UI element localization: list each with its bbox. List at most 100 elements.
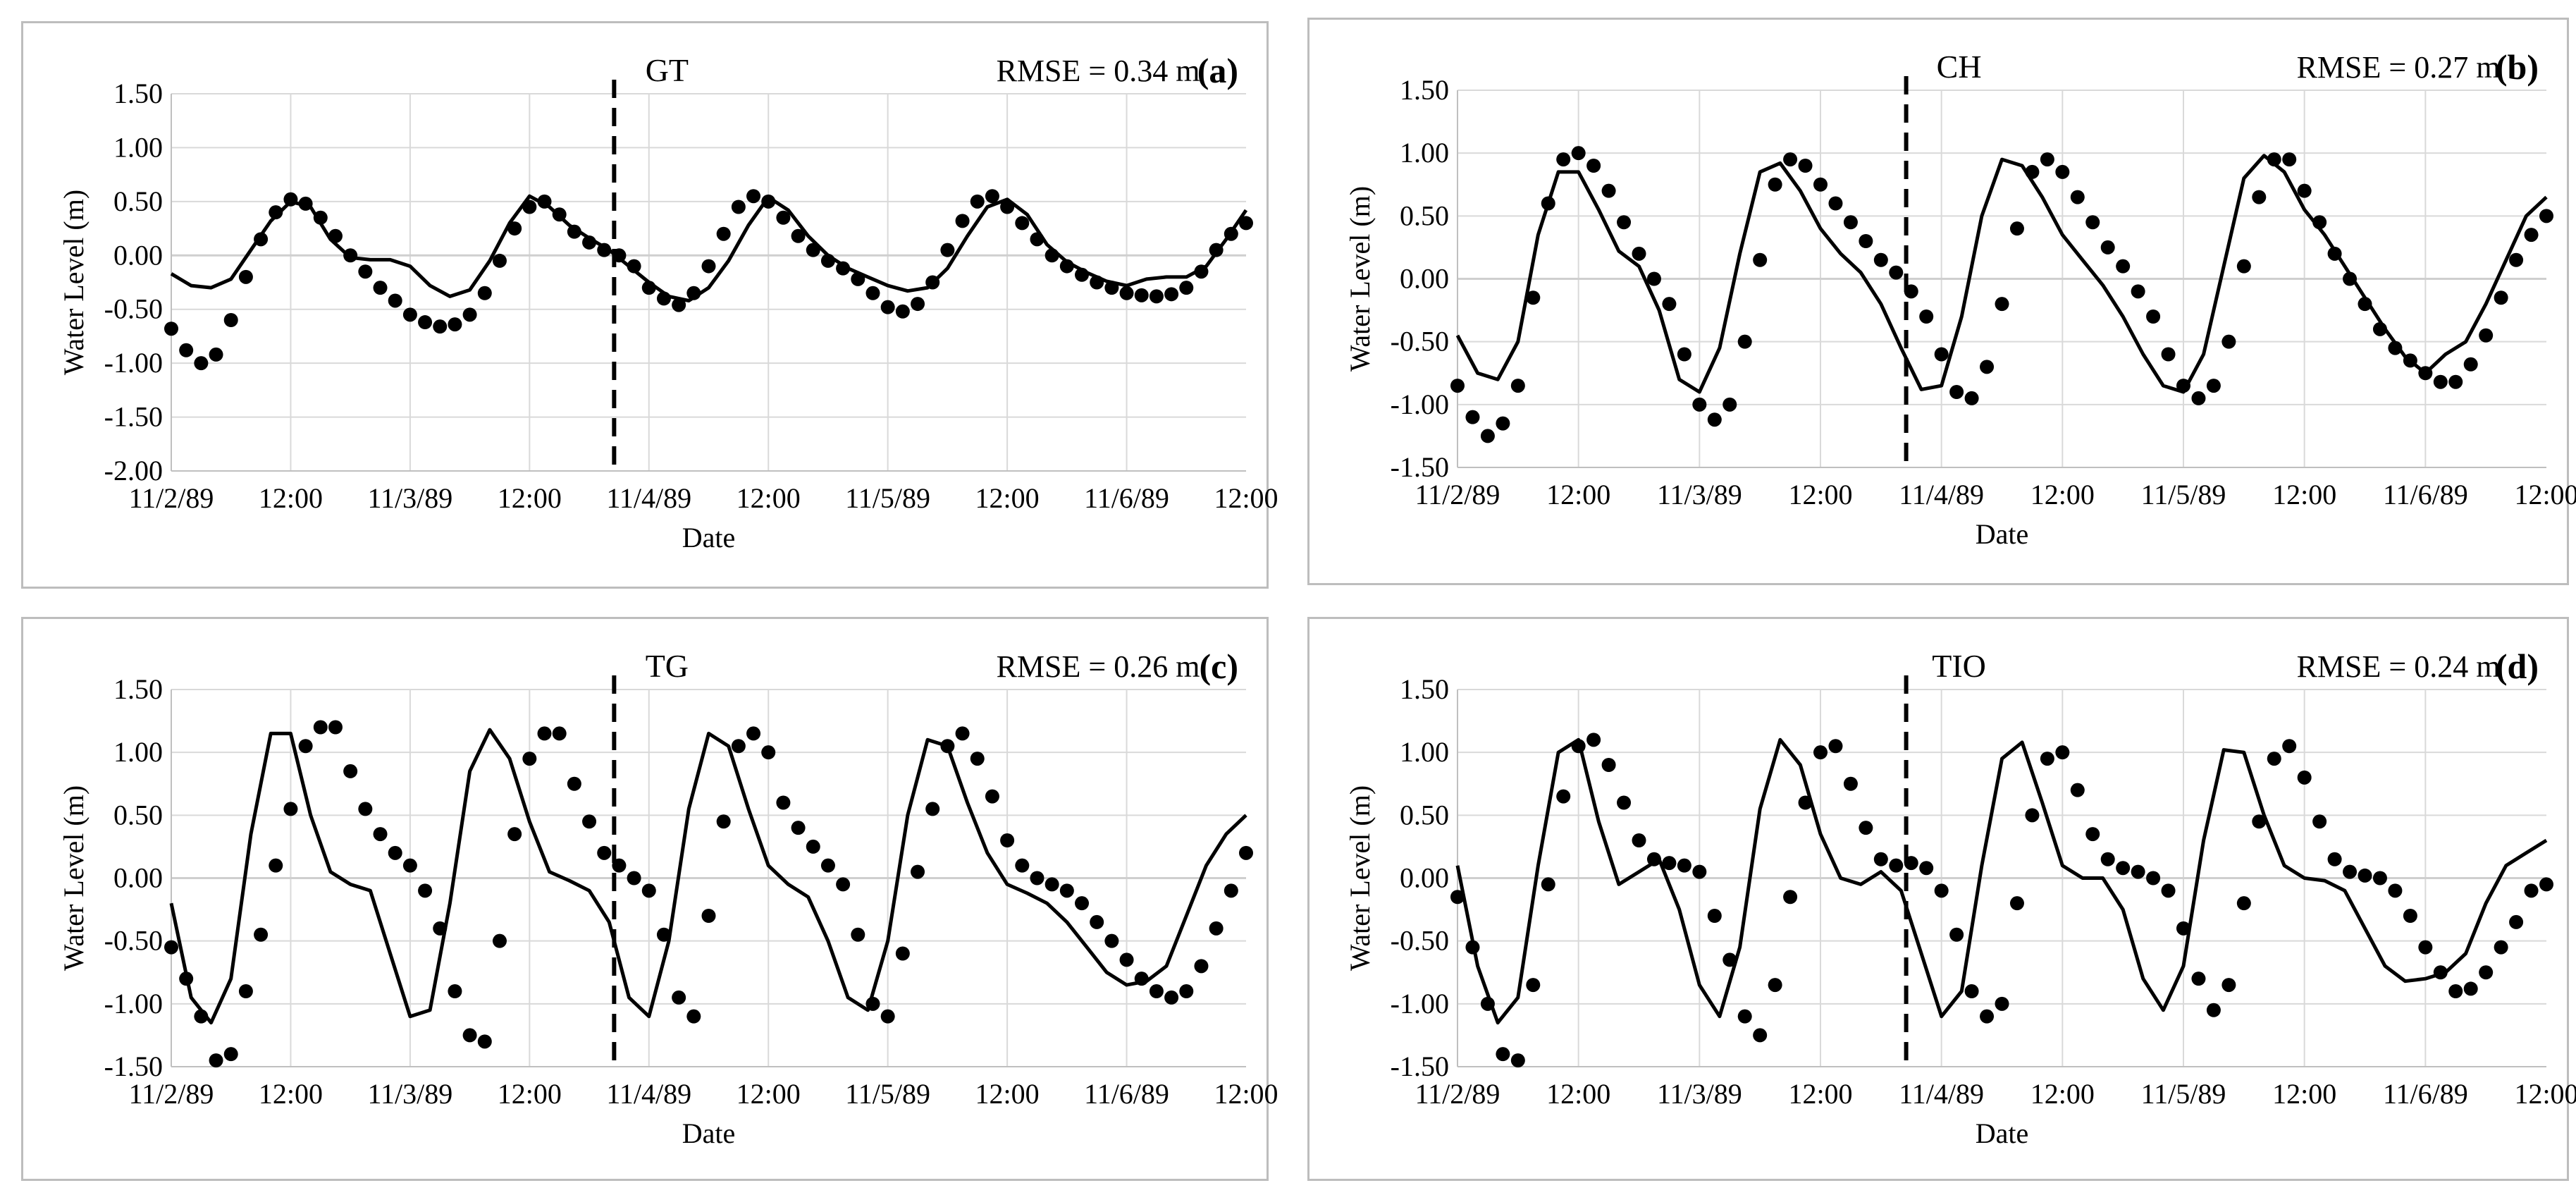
station-label: CH (1937, 49, 1982, 85)
x-tick-label: 11/3/89 (1657, 1078, 1742, 1110)
observed-point (1707, 412, 1722, 427)
observed-point (2297, 183, 2312, 198)
observed-point (358, 802, 373, 816)
observed-point (1194, 959, 1209, 974)
x-tick-label: 12:00 (975, 1078, 1040, 1110)
observed-point (2055, 745, 2070, 760)
observed-point (2236, 259, 2251, 274)
observed-point (2131, 864, 2145, 879)
y-axis-title: Water Level (m) (58, 190, 90, 375)
observed-point (1030, 871, 1044, 885)
observed-point (895, 304, 910, 319)
observed-point (328, 720, 343, 735)
observed-point (656, 927, 671, 942)
observed-point (2282, 152, 2297, 167)
simulated-line (169, 728, 1247, 1025)
x-tick-label: 11/4/89 (606, 482, 691, 514)
observed-point (1934, 347, 1949, 362)
observed-point (418, 883, 433, 898)
observed-point (2191, 391, 2206, 405)
observed-point (1995, 996, 2009, 1011)
observed-point (1980, 1009, 1995, 1024)
observed-point (1015, 858, 1030, 873)
y-tick-label: -2.00 (104, 455, 163, 486)
observed-point (1179, 281, 1194, 295)
observed-point (194, 356, 209, 371)
observed-point (1632, 833, 1646, 847)
observed-point (1692, 864, 1707, 879)
observed-point (507, 221, 522, 236)
observed-point (597, 845, 612, 860)
observed-point (582, 814, 597, 829)
observed-point (2116, 861, 2131, 876)
observed-point (627, 259, 641, 274)
x-tick-label: 12:00 (498, 1078, 562, 1110)
observed-point (641, 883, 656, 898)
observed-point (238, 269, 253, 284)
x-tick-label: 11/3/89 (368, 1078, 453, 1110)
observed-point (1526, 978, 1541, 993)
simulated-line (1455, 154, 2548, 394)
station-label: TIO (1932, 648, 1986, 684)
observed-point (1104, 933, 1119, 948)
observed-point (2221, 978, 2236, 993)
observed-point (1723, 397, 1737, 412)
y-tick-label: 1.50 (1400, 673, 1449, 705)
station-label: GT (646, 52, 689, 88)
x-tick-label: 12:00 (1788, 1078, 1852, 1110)
observed-point (2539, 877, 2553, 892)
x-tick-label: 11/5/89 (2141, 1078, 2226, 1110)
panel-c: 1.50 1.00 0.50 0.00 -0.50 -1.00 -1.50 11/2/89 12… (21, 617, 1278, 1181)
observed-point (2040, 752, 2054, 766)
x-axis-title: Date (1976, 1117, 2029, 1149)
panel-b: 1.50 1.00 0.50 0.00 -0.50 -1.00 -1.50 11/2/89 12… (1307, 18, 2576, 585)
observed-point (2146, 310, 2161, 324)
observed-point (477, 286, 492, 300)
observed-point (2418, 940, 2433, 955)
observed-point (269, 205, 283, 220)
observed-point (776, 795, 791, 810)
observed-point (1873, 252, 1888, 267)
observed-point (1164, 990, 1179, 1005)
y-tick-label: -1.00 (1391, 988, 1449, 1019)
observed-point (2463, 357, 2478, 372)
observed-point (2343, 864, 2358, 879)
observed-point (477, 1034, 492, 1049)
observed-point (2009, 896, 2024, 911)
simulated-line (170, 194, 1248, 302)
y-tick-label: -1.50 (1391, 1050, 1449, 1082)
observed-point (1723, 952, 1737, 967)
observed-point (343, 764, 358, 778)
observed-point (1737, 334, 1752, 349)
observed-point (2388, 341, 2403, 355)
observed-point (537, 726, 552, 741)
observed-point (716, 226, 731, 241)
observed-point (612, 858, 627, 873)
observed-point (1783, 152, 1798, 167)
observed-point (1919, 861, 1934, 876)
x-tick-label: 12:00 (1546, 479, 1610, 510)
observed-point (970, 194, 985, 209)
x-tick-label: 12:00 (2272, 1078, 2336, 1110)
y-tick-label: 1.00 (1400, 736, 1449, 768)
observed-point (1119, 286, 1134, 300)
y-tick-label: 1.50 (113, 673, 163, 705)
observed-point (1134, 288, 1149, 302)
x-tick-label: 11/2/89 (129, 1078, 214, 1110)
y-tick-label: 1.50 (1400, 74, 1449, 106)
observed-point (1164, 287, 1179, 302)
observed-point (880, 300, 895, 314)
x-tick-label: 11/4/89 (606, 1078, 691, 1110)
observed-point (955, 726, 970, 741)
observed-point (2025, 808, 2040, 823)
observed-point (2433, 374, 2448, 389)
observed-point (1964, 391, 1979, 405)
y-tick-label: 0.00 (113, 239, 163, 271)
y-tick-label: 1.00 (1400, 137, 1449, 168)
observed-point (2100, 852, 2115, 866)
observed-point (164, 321, 178, 336)
observed-point (731, 200, 746, 214)
observed-point (1813, 745, 1828, 760)
observed-point (269, 858, 283, 873)
x-tick-label: 11/6/89 (2383, 479, 2468, 510)
